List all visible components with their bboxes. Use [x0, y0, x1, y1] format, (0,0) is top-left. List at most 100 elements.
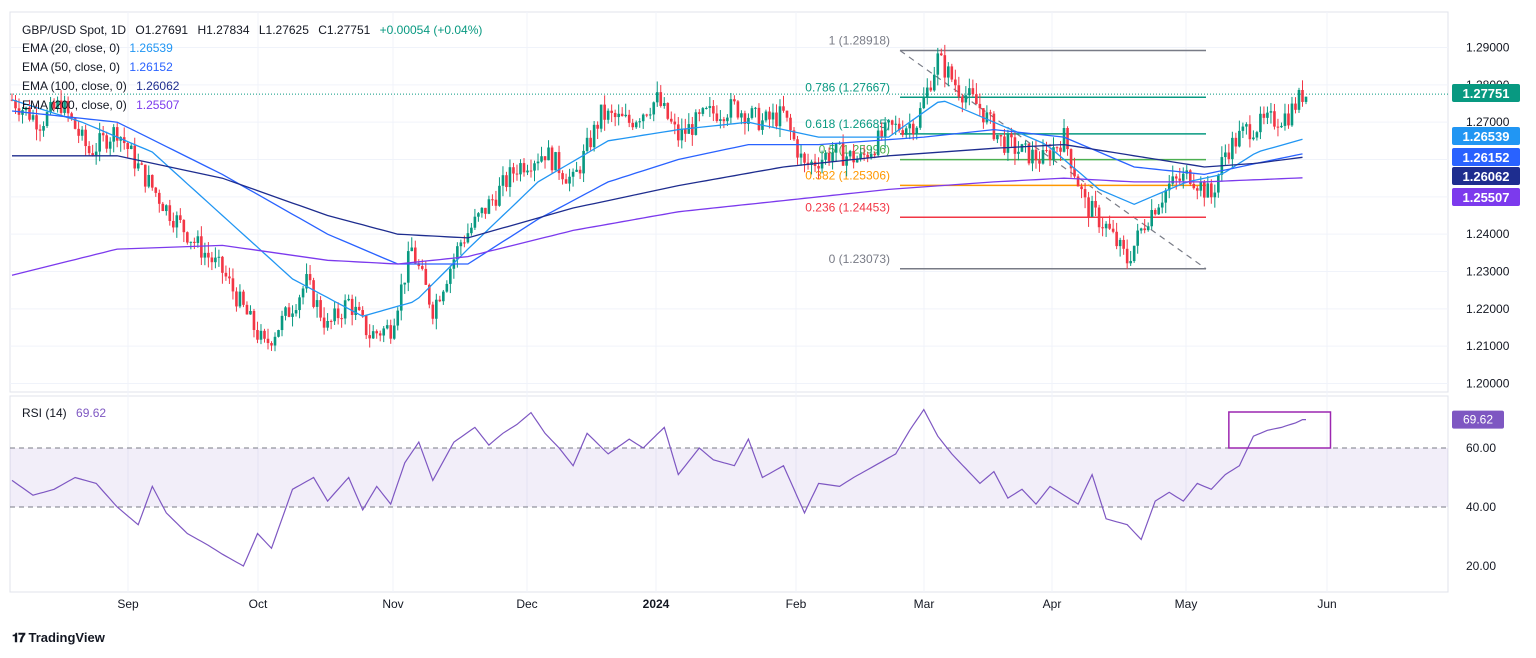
- candle-body: [238, 291, 242, 307]
- candle-body: [1238, 130, 1241, 147]
- candle-body: [1248, 124, 1252, 140]
- candle-body: [638, 121, 642, 123]
- candle-body: [463, 242, 466, 244]
- candle-body: [680, 128, 684, 141]
- open-value: O1.27691: [135, 23, 189, 37]
- candle-body: [582, 150, 585, 174]
- price-tick-label: 1.21000: [1466, 339, 1510, 353]
- legend-ema100[interactable]: EMA (100, close, 0) 1.26062: [22, 78, 185, 94]
- candle-body: [263, 330, 266, 339]
- candle-body: [820, 159, 824, 169]
- candle-body: [978, 103, 982, 109]
- candle-body: [796, 139, 799, 158]
- candle-body: [245, 304, 249, 315]
- candle-body: [817, 166, 820, 169]
- candle-body: [533, 163, 536, 171]
- candle-body: [1276, 126, 1280, 128]
- candle-body: [1031, 149, 1034, 164]
- time-tick-label: Dec: [516, 597, 537, 611]
- candle-body: [1118, 239, 1122, 247]
- candle-body: [112, 127, 115, 142]
- candle-body: [399, 284, 403, 311]
- candle-body: [242, 291, 245, 305]
- candle-body: [1129, 261, 1132, 264]
- candle-body: [403, 282, 407, 285]
- time-tick-label: May: [1175, 597, 1198, 611]
- candle-body: [1269, 111, 1273, 113]
- candle-body: [564, 179, 568, 184]
- candle-body: [1094, 200, 1097, 208]
- candle-body: [508, 167, 512, 188]
- candle-body: [554, 152, 557, 171]
- rsi-line: [11, 408, 1306, 567]
- candle-body: [294, 310, 298, 314]
- candle-body: [287, 307, 291, 317]
- candle-body: [838, 143, 841, 145]
- candle-body: [648, 114, 652, 116]
- candle-body: [221, 256, 224, 273]
- candle-body: [340, 318, 343, 320]
- candle-body: [322, 317, 326, 328]
- candle-body: [1045, 150, 1048, 152]
- candle-body: [94, 151, 98, 156]
- candle-body: [869, 153, 873, 158]
- candle-body: [789, 117, 792, 131]
- candle-body: [852, 150, 855, 163]
- legend-value: 1.25507: [136, 98, 180, 112]
- candle-body: [35, 115, 38, 130]
- candle-body: [603, 104, 606, 120]
- candle-body: [1164, 190, 1168, 203]
- candle-body: [277, 330, 280, 337]
- candle-body: [922, 97, 926, 109]
- candle-body: [417, 263, 421, 267]
- candle-body: [375, 331, 379, 334]
- candle-body: [172, 220, 175, 228]
- candle-body: [231, 278, 235, 292]
- candle-body: [1104, 223, 1108, 229]
- legend-value: 1.26062: [136, 79, 180, 93]
- candle-body: [203, 252, 207, 258]
- candle-body: [91, 153, 94, 156]
- legend-rsi[interactable]: RSI (14) 69.62: [22, 405, 112, 421]
- candle-body: [536, 161, 540, 164]
- candle-body: [904, 128, 908, 135]
- time-tick-label: Jun: [1317, 597, 1336, 611]
- candle-body: [406, 251, 410, 283]
- candle-body: [1174, 176, 1178, 179]
- ema-line: [11, 177, 1303, 276]
- candle-body: [655, 92, 659, 103]
- legend-ema200[interactable]: EMA (200, close, 0) 1.25507: [22, 97, 185, 113]
- candle-body: [1041, 150, 1045, 164]
- candle-body: [676, 124, 680, 141]
- candle-body: [49, 101, 52, 113]
- candle-body: [610, 110, 613, 113]
- candle-body: [24, 107, 28, 111]
- candle-body: [442, 291, 445, 302]
- candle-body: [424, 268, 428, 285]
- symbol-title[interactable]: GBP/USD Spot, 1D: [22, 23, 127, 37]
- candle-body: [445, 283, 449, 292]
- legend-ema50[interactable]: EMA (50, close, 0) 1.26152: [22, 59, 179, 75]
- candle-body: [1048, 150, 1052, 160]
- candle-body: [943, 55, 947, 78]
- candle-body: [259, 330, 263, 340]
- legend-label: EMA (20, close, 0): [22, 41, 121, 55]
- candle-body: [894, 123, 898, 125]
- candle-body: [764, 111, 768, 121]
- candle-body: [280, 315, 284, 331]
- candle-body: [961, 96, 964, 103]
- candle-body: [954, 79, 957, 86]
- legend-ema20[interactable]: EMA (20, close, 0) 1.26539: [22, 40, 179, 56]
- candle-body: [354, 306, 357, 315]
- candle-body: [1080, 186, 1083, 190]
- candle-body: [1073, 168, 1076, 177]
- candle-body: [666, 103, 670, 119]
- candle-body: [733, 99, 736, 102]
- candle-body: [1090, 200, 1094, 217]
- tradingview-logo[interactable]: 𝟏𝟕 TradingView: [12, 630, 105, 646]
- candle-body: [270, 343, 273, 346]
- candle-body: [1213, 192, 1217, 198]
- candle-body: [515, 173, 519, 175]
- candle-body: [1188, 170, 1192, 184]
